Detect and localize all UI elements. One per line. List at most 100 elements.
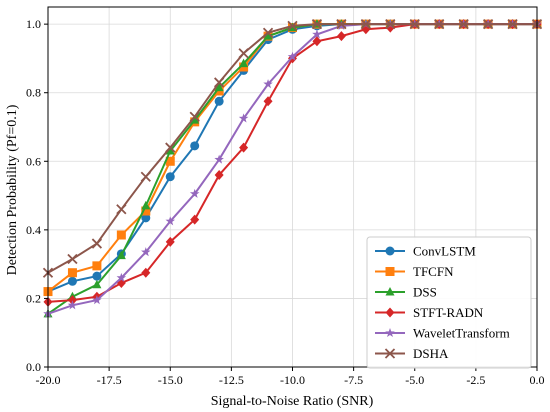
data-point-dsha [140, 171, 151, 182]
data-point-wavelettransform [214, 154, 224, 164]
legend-box [366, 236, 532, 369]
data-point-convlstm [67, 276, 77, 286]
data-point-wavelettransform [67, 300, 78, 310]
data-point-convlstm [141, 213, 151, 223]
y-tick-label: 0.8 [26, 86, 41, 100]
legend-label: TFCFN [413, 264, 454, 279]
data-point-wavelettransform [287, 51, 298, 61]
legend-swatch-marker [385, 307, 395, 318]
x-tick-label: -2.5 [466, 373, 485, 387]
data-point-tfcfn [67, 268, 77, 278]
x-tick-label: -17.5 [97, 373, 122, 387]
data-point-dsha [67, 253, 78, 265]
data-point-stft-radn [67, 295, 77, 306]
data-point-tfcfn [116, 230, 126, 240]
data-point-dss [239, 58, 249, 68]
data-point-stft-radn [141, 267, 151, 278]
legend-label: WaveletTransform [413, 326, 510, 341]
legend-label: DSHA [413, 346, 449, 361]
y-axis-label: Detection Probability (Pf=0.1) [5, 104, 20, 275]
data-point-dsha [91, 238, 103, 249]
data-point-convlstm [190, 141, 200, 151]
data-point-stft-radn [336, 31, 346, 42]
data-point-convlstm [165, 172, 175, 182]
data-point-dss [116, 250, 126, 260]
y-tick-label: 0.2 [26, 291, 41, 305]
data-point-stft-radn [312, 36, 322, 47]
data-point-wavelettransform [165, 216, 176, 226]
data-point-dsha [434, 19, 445, 30]
data-point-dsha [116, 204, 127, 215]
data-point-dss [190, 115, 200, 124]
legend-swatch-marker [385, 328, 395, 338]
x-tick-label: -20.0 [36, 373, 61, 387]
y-tick-label: 0.6 [26, 154, 41, 168]
series-layer [42, 19, 543, 318]
data-point-convlstm [214, 96, 224, 106]
data-point-wavelettransform [116, 272, 127, 282]
data-point-dsha [336, 19, 347, 30]
x-tick-label: 0.0 [530, 373, 545, 387]
data-point-dsha [165, 142, 176, 153]
data-point-dsha [458, 19, 469, 30]
y-tick-label: 0.4 [26, 223, 41, 237]
legend-swatch-marker [384, 348, 396, 359]
data-point-tfcfn [92, 261, 102, 271]
data-point-wavelettransform [92, 295, 102, 305]
data-point-dsha [507, 19, 518, 30]
data-point-dsha [385, 19, 396, 30]
data-point-tfcfn [165, 156, 175, 166]
data-point-wavelettransform [189, 188, 200, 198]
legend-entry-wavelettransform: WaveletTransform [375, 326, 510, 341]
data-point-dsha [311, 19, 323, 30]
data-point-wavelettransform [141, 247, 151, 257]
data-point-wavelettransform [263, 79, 273, 89]
legend-entry-convlstm: ConvLSTM [375, 244, 476, 259]
legend-swatch-marker [385, 246, 395, 256]
legend: ConvLSTM TFCFN DSS STFT-RADN WaveletTransfor… [366, 236, 532, 369]
data-point-wavelettransform [238, 113, 249, 123]
legend-label: STFT-RADN [413, 305, 484, 320]
data-point-dss [214, 82, 224, 92]
legend-swatch-marker [385, 267, 395, 276]
data-point-stft-radn [190, 214, 200, 225]
series-dsha [42, 19, 543, 278]
legend-entry-stft-radn: STFT-RADN [375, 305, 484, 320]
data-point-dss [165, 146, 175, 155]
data-point-convlstm [92, 271, 102, 281]
data-point-wavelettransform [312, 29, 322, 39]
x-axis-ticks: -20.0 -17.5 -15.0 -12.5 -10.0 -7.5 -5.0 -2.5 0.0 [36, 367, 545, 387]
data-point-dsha [409, 19, 420, 30]
legend-entry-dss: DSS [375, 285, 437, 300]
data-point-stft-radn [239, 142, 249, 153]
x-tick-label: -5.0 [405, 373, 424, 387]
data-point-dsha [214, 77, 225, 88]
legend-label: DSS [413, 285, 437, 300]
data-point-stft-radn [165, 236, 175, 247]
data-point-tfcfn [141, 206, 151, 216]
legend-swatch-marker [385, 287, 395, 296]
y-tick-label: 1.0 [26, 17, 41, 31]
grid [47, 7, 538, 368]
data-point-dsha [262, 27, 274, 38]
legend-label: ConvLSTM [413, 244, 476, 259]
y-tick-label: 0.0 [26, 360, 41, 374]
data-point-dsha [360, 19, 371, 30]
data-point-dsha [238, 48, 249, 59]
data-point-dss [263, 31, 273, 40]
legend-entry-dsha: DSHA [375, 346, 449, 361]
y-axis-ticks: 0.0 0.2 0.4 0.6 0.8 1.0 [26, 17, 48, 374]
x-tick-label: -15.0 [158, 373, 183, 387]
x-tick-label: -12.5 [219, 373, 244, 387]
data-point-dss [141, 200, 151, 210]
x-axis-label: Signal-to-Noise Ratio (SNR) [211, 394, 374, 409]
legend-entry-tfcfn: TFCFN [375, 264, 454, 279]
data-point-stft-radn [214, 170, 224, 180]
data-point-dsha [482, 19, 494, 30]
x-tick-label: -10.0 [280, 373, 305, 387]
data-point-stft-radn [263, 96, 273, 107]
data-point-dsha [189, 111, 200, 122]
data-point-dss [92, 279, 102, 289]
data-point-dsha [287, 20, 298, 31]
